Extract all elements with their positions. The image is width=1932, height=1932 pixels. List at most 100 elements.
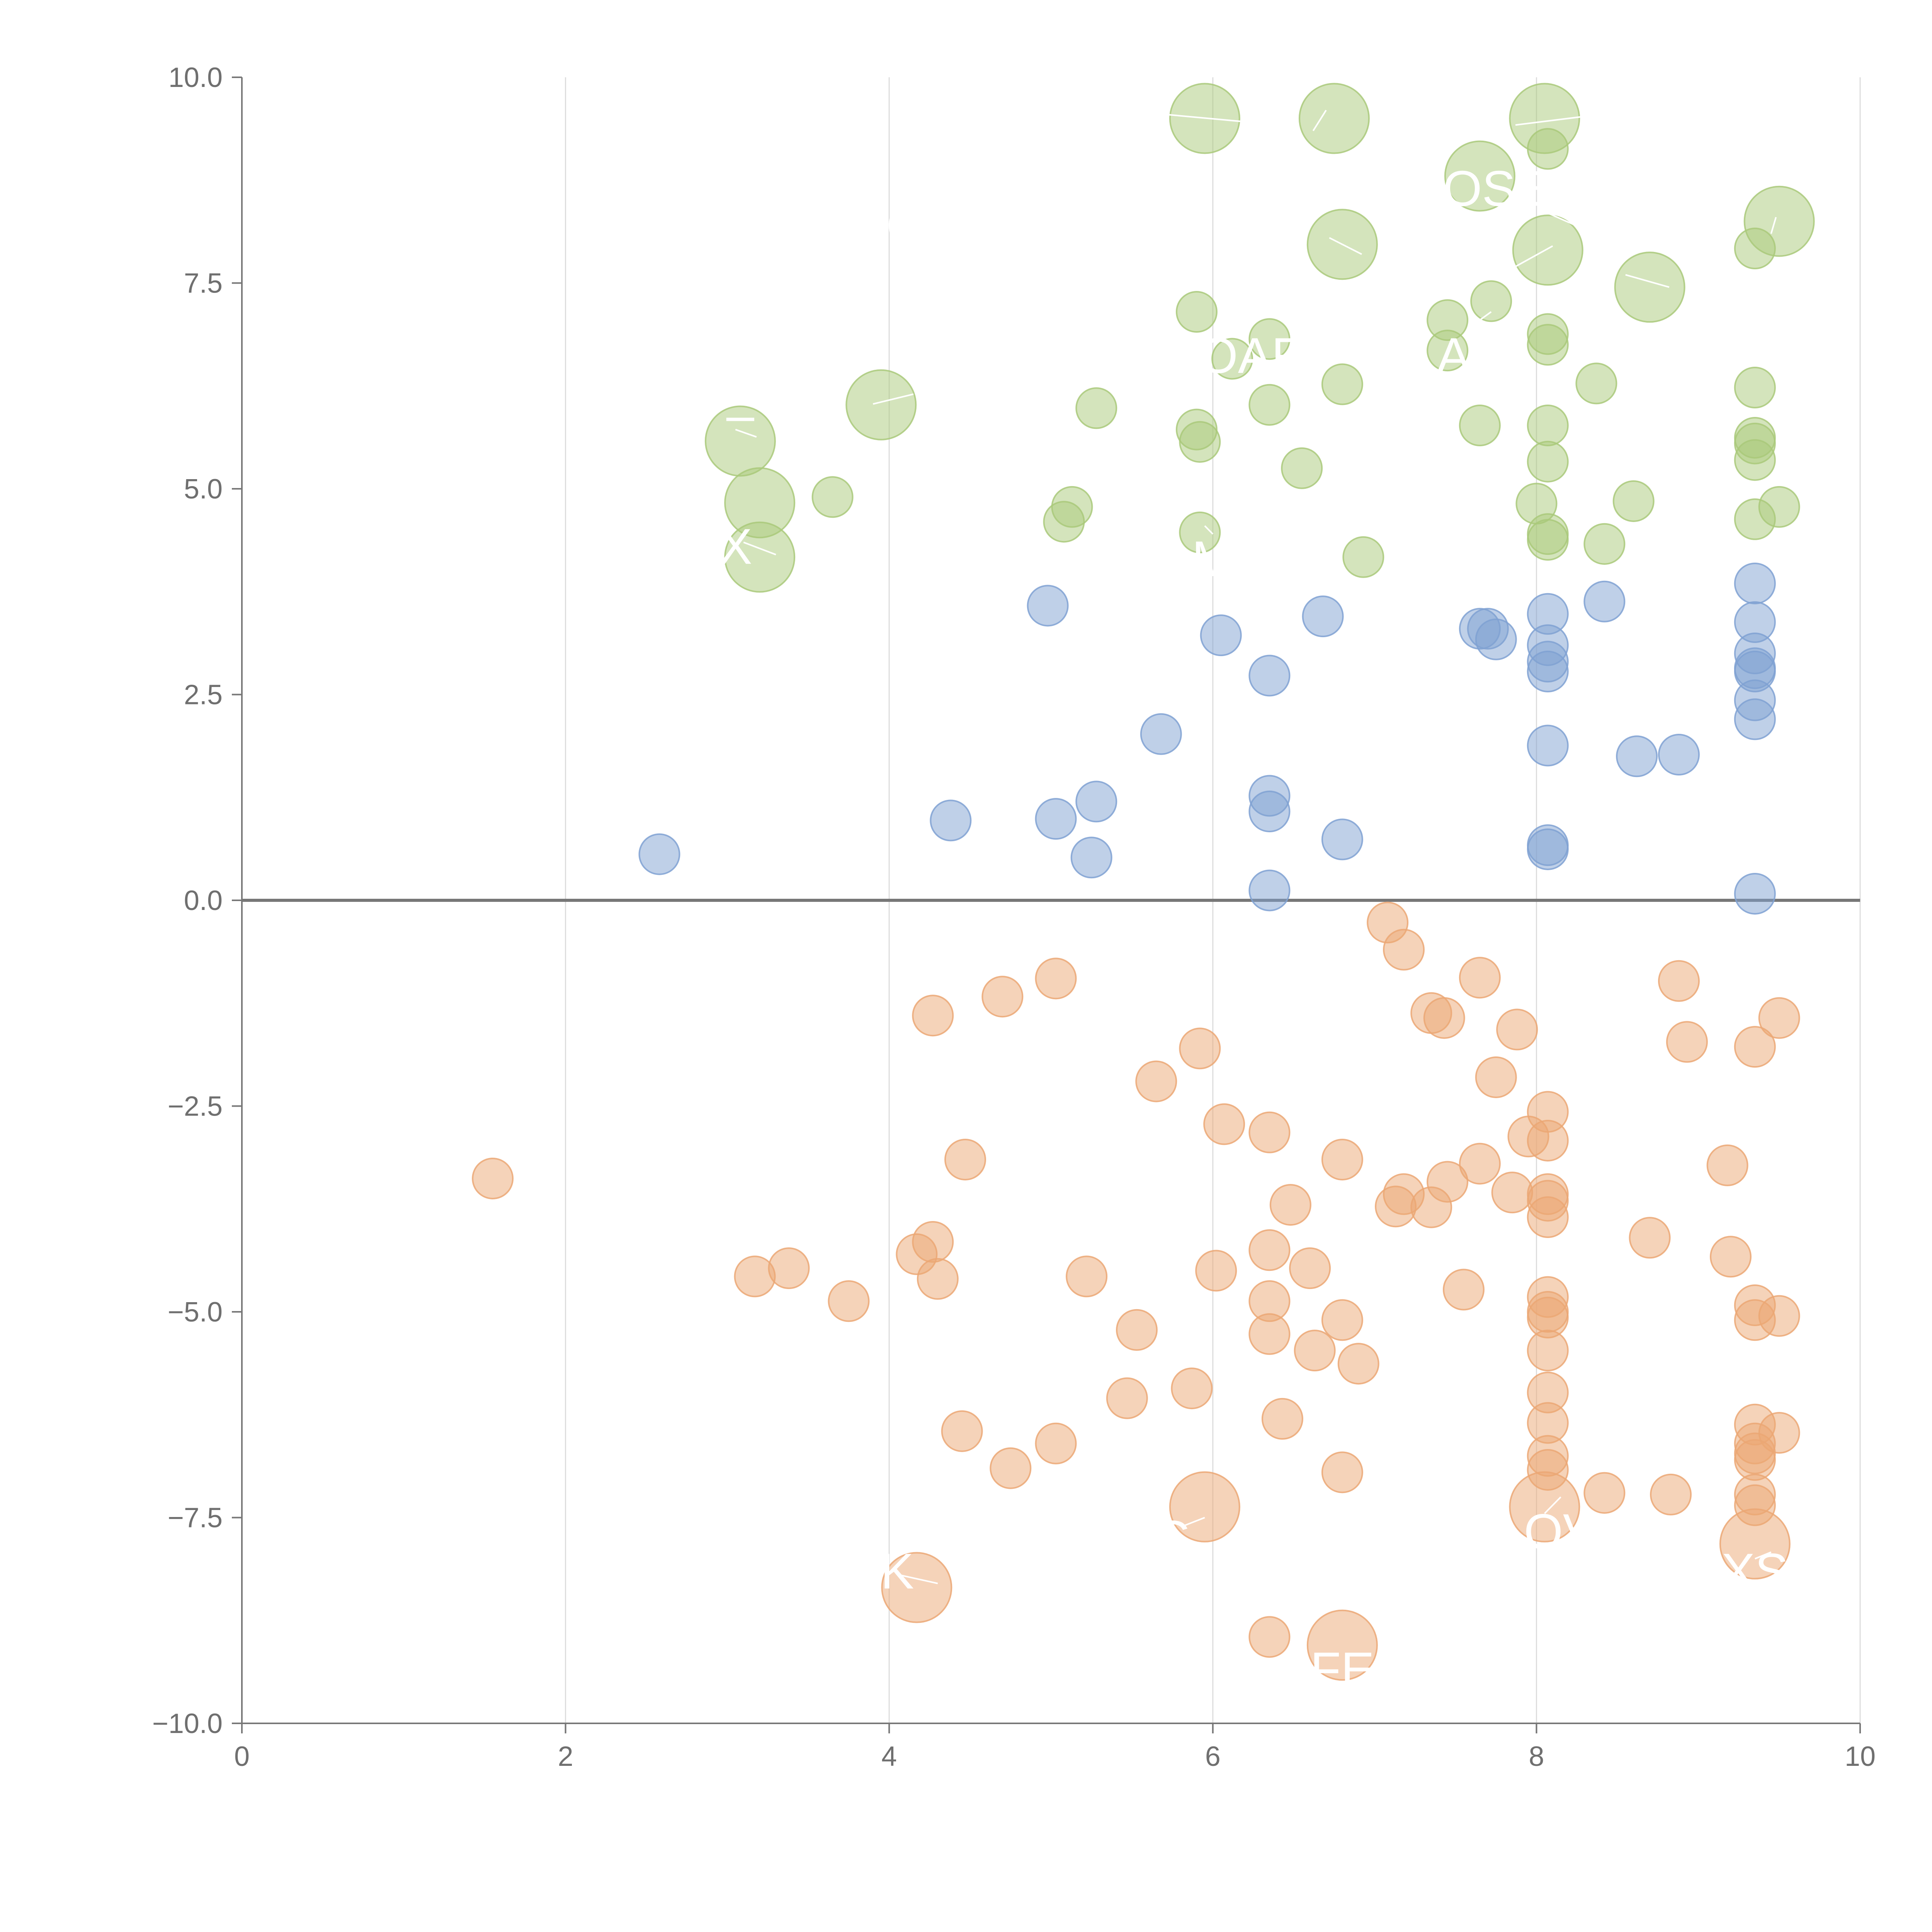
green-point [724, 521, 796, 593]
orange-point [1423, 997, 1465, 1039]
orange-point [1527, 1330, 1569, 1372]
annotation-leader [1547, 212, 1585, 230]
blue-point [1027, 585, 1069, 627]
green-point [1614, 252, 1685, 323]
point-annotations: – OSE OAR AC X M IC OVE XS G K FE [719, 160, 1789, 1698]
blue-point [1248, 869, 1291, 912]
green-point [811, 476, 854, 518]
orange-point [1294, 1330, 1336, 1372]
orange-point [1248, 1616, 1291, 1658]
annotation-label: – [726, 386, 755, 443]
annotation-leaders [735, 110, 1777, 1584]
annotation-leader [735, 429, 757, 438]
green-point [1527, 519, 1569, 561]
annotation-label: OVE [1524, 1503, 1630, 1560]
green-point [1527, 128, 1569, 170]
y-tick-label: −5.0 [168, 1297, 223, 1328]
blue-point [1616, 735, 1658, 777]
blue-point [1527, 828, 1569, 870]
green-point [1734, 367, 1776, 409]
annotation-label: X [719, 518, 752, 575]
annotation-leader [1770, 217, 1777, 234]
orange-point [1459, 1143, 1501, 1185]
annotation-leader [1544, 1496, 1561, 1514]
green-point [1527, 440, 1569, 483]
blue-point [1140, 713, 1182, 755]
green-point [1211, 338, 1253, 380]
annotation-leader [1515, 113, 1602, 126]
orange-point [1337, 1343, 1379, 1385]
annotation-leader [900, 1574, 938, 1584]
orange-point [1171, 1367, 1213, 1410]
x-tick-label: 8 [1529, 1741, 1544, 1772]
orange-point [1383, 929, 1425, 971]
orange-point [1116, 1309, 1158, 1351]
x-tick-label: 6 [1205, 1741, 1221, 1772]
y-tick-label: 7.5 [184, 268, 223, 299]
orange-point [1734, 1299, 1776, 1341]
blue-point [1527, 724, 1569, 767]
annotation-leader [1204, 525, 1214, 535]
green-point [1281, 447, 1323, 489]
orange-point [881, 1552, 952, 1623]
blue-point [1658, 733, 1700, 776]
orange-point [1306, 1609, 1378, 1681]
orange-point [1709, 1236, 1752, 1278]
green-point [1043, 501, 1085, 543]
annotation-label: AC [1437, 327, 1507, 384]
orange-point [1491, 1172, 1533, 1214]
annotation-leader [1329, 237, 1362, 255]
green-point [1527, 324, 1569, 366]
green-point [1734, 498, 1776, 540]
annotation-leader [1515, 245, 1553, 267]
y-tick-label: 10.0 [168, 62, 223, 93]
orange-point [1289, 1247, 1331, 1289]
green-point [1527, 404, 1569, 446]
orange-point [1629, 1217, 1671, 1259]
orange-point [1527, 1196, 1569, 1238]
green-point [1459, 404, 1501, 446]
x-tick-label: 2 [558, 1741, 573, 1772]
blue-point [1734, 698, 1776, 740]
green-point [1612, 480, 1655, 522]
orange-point [1248, 1313, 1291, 1355]
annotation-leader [1183, 1517, 1205, 1527]
y-tick-label: −7.5 [168, 1503, 223, 1534]
orange-point [1261, 1398, 1303, 1440]
green-point [1248, 384, 1291, 426]
orange-point [1734, 1026, 1776, 1068]
annotation-label: FE [1310, 1642, 1374, 1698]
annotation-label: IC [872, 197, 922, 253]
annotation-label: G [1153, 1510, 1192, 1566]
orange-point [1666, 1021, 1708, 1063]
annotation-leader [1164, 113, 1253, 124]
orange-point [1442, 1269, 1485, 1311]
blue-point [638, 833, 680, 875]
orange-point [1459, 957, 1501, 999]
orange-point [981, 976, 1024, 1018]
annotation-label: K [881, 1543, 914, 1599]
green-point [1734, 439, 1776, 481]
annotation-leader [1625, 274, 1670, 288]
orange-point [1035, 1422, 1077, 1464]
orange-point [1527, 1119, 1569, 1162]
orange-point [912, 995, 954, 1037]
green-point [1512, 214, 1583, 286]
blue-point [1583, 580, 1626, 622]
green-point [1179, 421, 1221, 463]
orange-point [1321, 1138, 1363, 1180]
blue-point [1734, 562, 1776, 604]
blue-point [930, 799, 972, 842]
orange-point [1135, 1060, 1177, 1102]
orange-point [1496, 1009, 1538, 1051]
orange-point [990, 1447, 1032, 1489]
y-tick-label: −2.5 [168, 1091, 223, 1122]
annotation-leader [1755, 1551, 1772, 1560]
blue-point [1070, 837, 1112, 879]
orange-point [944, 1138, 986, 1180]
orange-point [1106, 1377, 1148, 1419]
y-tick-label: −10.0 [152, 1708, 223, 1739]
green-point [1321, 363, 1363, 405]
annotation-label: M [1192, 531, 1234, 587]
